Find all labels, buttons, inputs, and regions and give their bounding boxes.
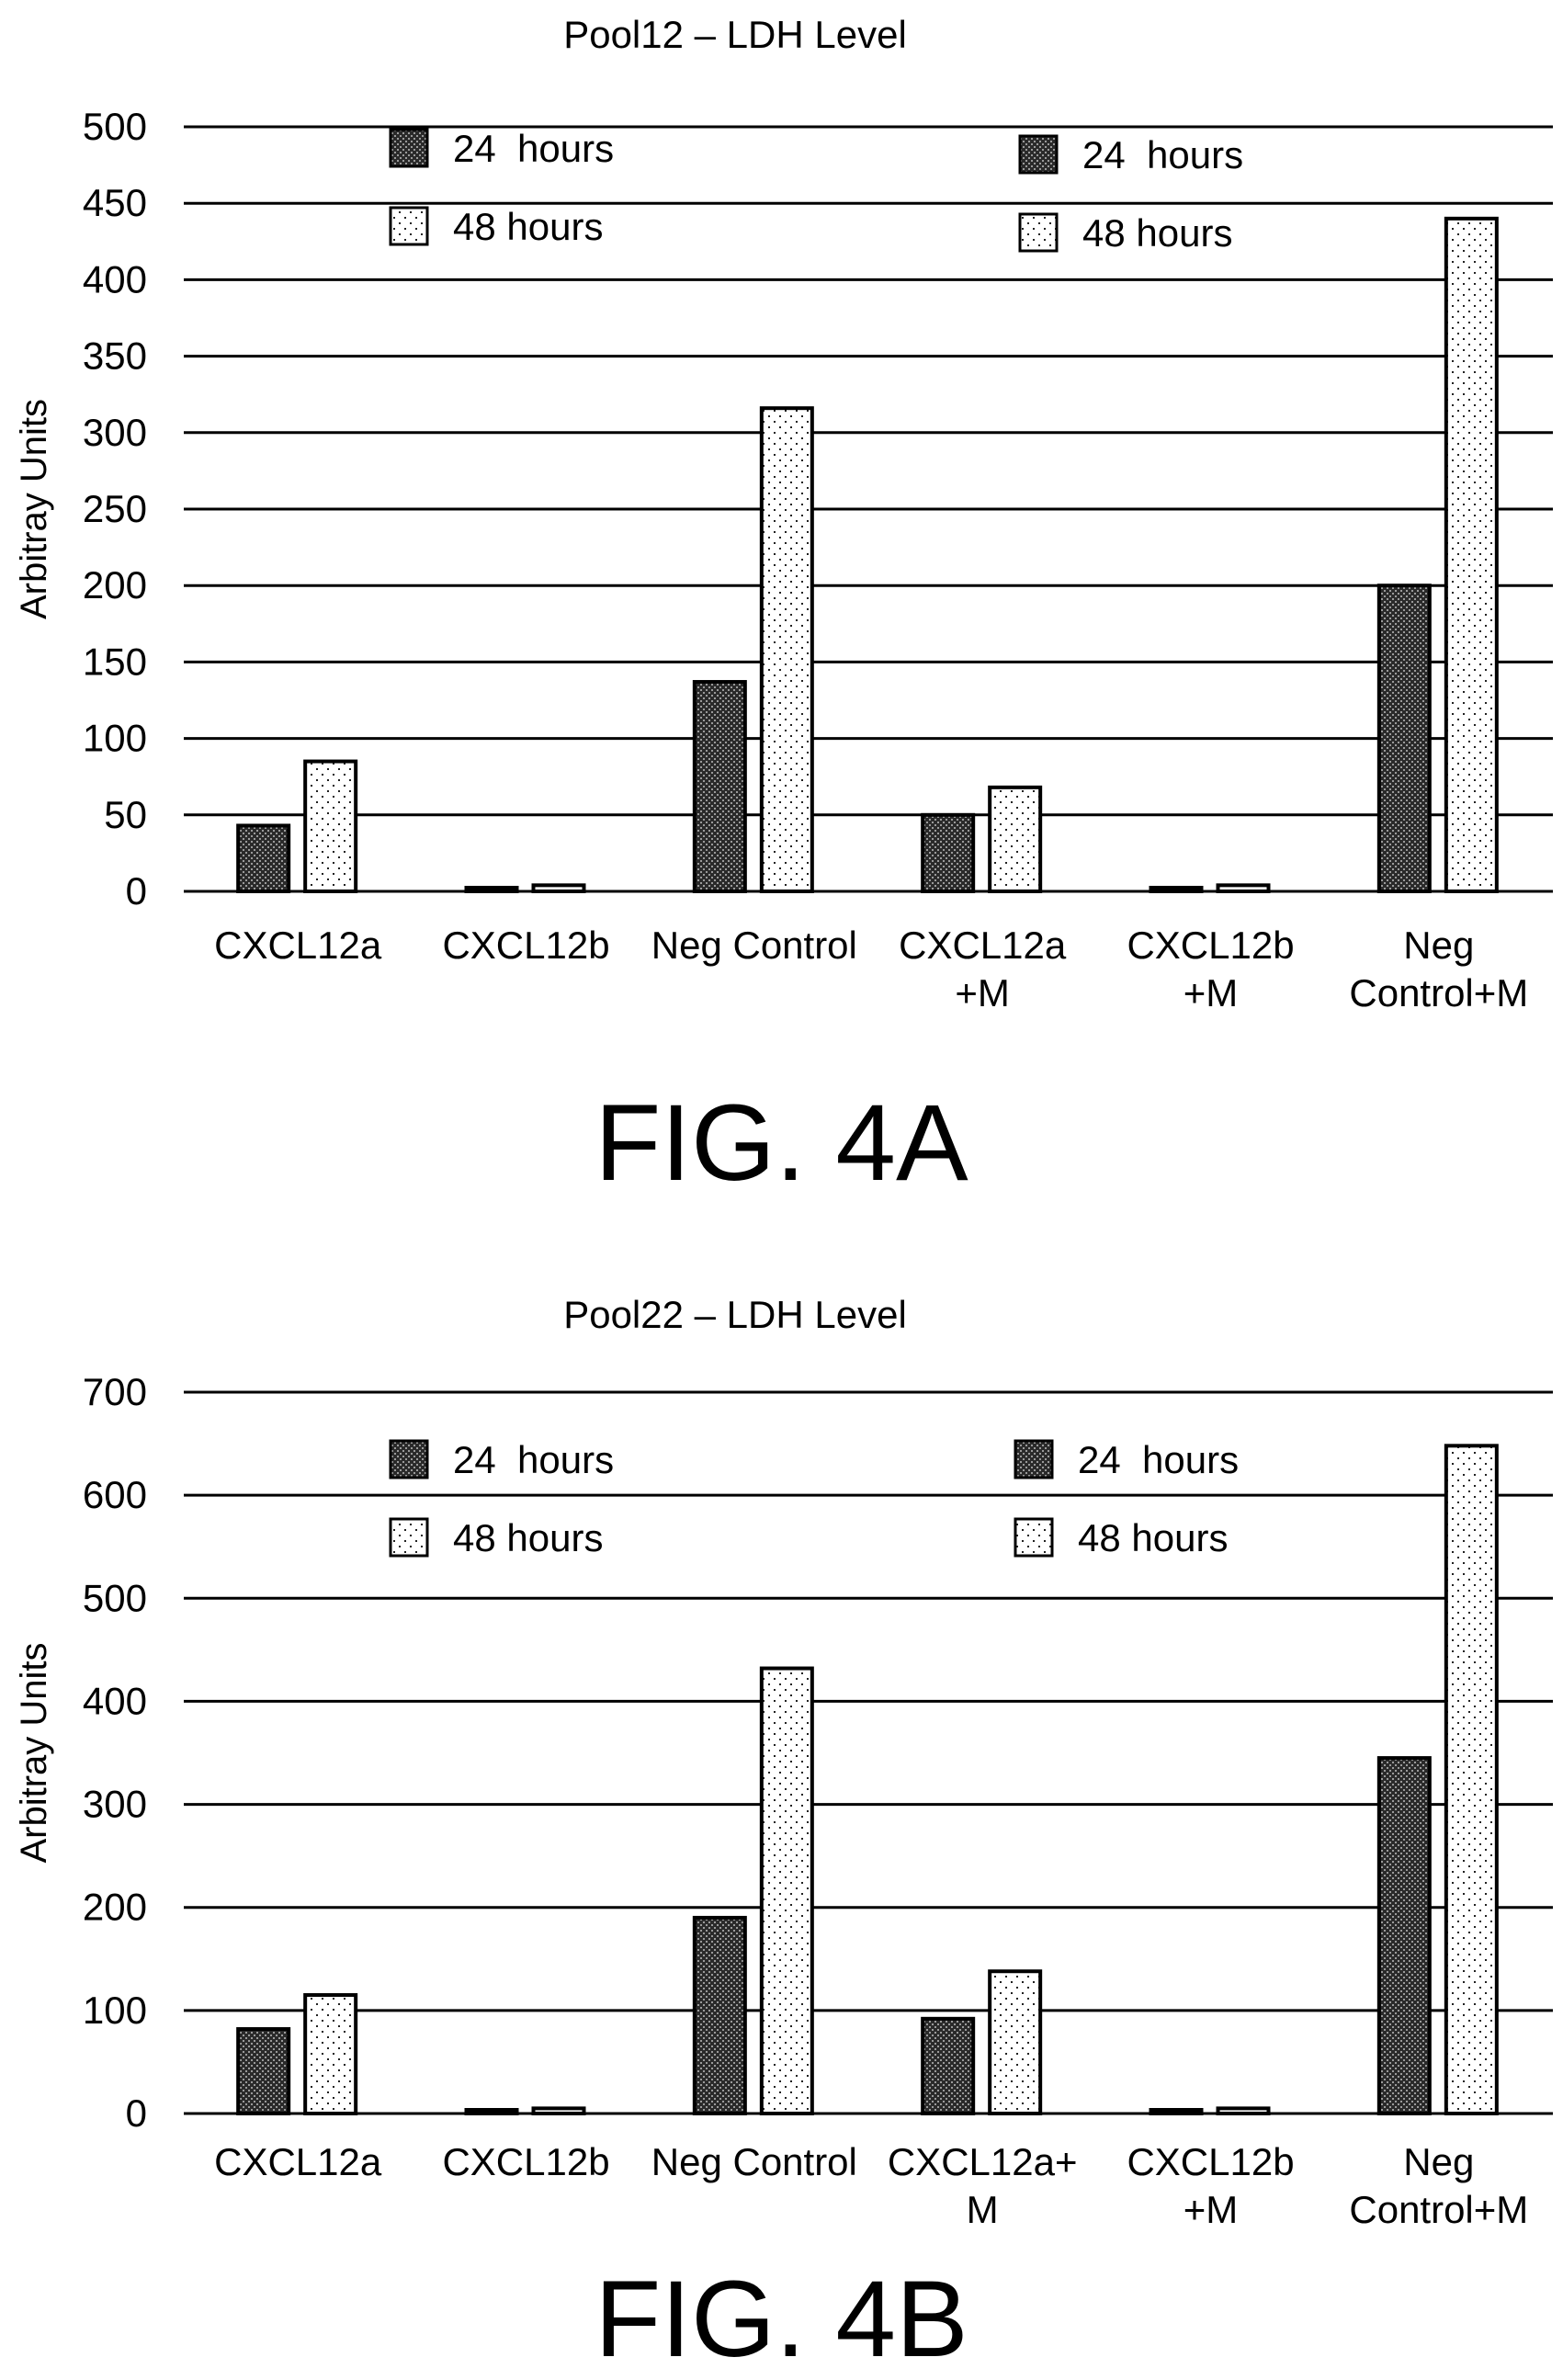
- bar: [921, 812, 976, 893]
- x-category-label: CXCL12a+: [888, 2140, 1078, 2183]
- legend-label: 48 hours: [453, 205, 603, 248]
- x-category-label: M: [967, 2188, 999, 2231]
- y-tick-label: 200: [83, 563, 147, 606]
- x-category-label: CXCL12b: [1127, 2140, 1294, 2183]
- bar: [1376, 1756, 1432, 2116]
- figure-label-4b: FIG. 4B: [595, 2259, 968, 2380]
- y-tick-label: 400: [83, 1679, 147, 1722]
- bar: [1149, 886, 1204, 893]
- legend-label: 48 hours: [1082, 211, 1232, 255]
- bar: [759, 406, 814, 893]
- legend-swatch: [389, 128, 429, 168]
- x-category-label: CXCL12a: [899, 924, 1067, 967]
- x-category-label: Control+M: [1349, 971, 1528, 1014]
- bar: [1149, 2108, 1204, 2115]
- x-category-label: +M: [955, 971, 1010, 1014]
- chart-pool12-ldh: Pool12 – LDH Level Arbitray Units 0 50 100 15…: [14, 13, 1553, 1014]
- x-category-label: Neg: [1403, 2140, 1474, 2183]
- bar: [303, 759, 358, 893]
- legend-swatch: [389, 206, 429, 246]
- bar: [464, 2108, 519, 2115]
- bar: [921, 2016, 976, 2116]
- x-category-label: CXCL12a: [214, 924, 382, 967]
- legend-swatch: [1014, 1439, 1054, 1479]
- bar: [1444, 216, 1499, 893]
- legend-swatch: [1014, 1517, 1054, 1558]
- legend-label: 24 hours: [453, 1438, 614, 1481]
- legend-label: 24 hours: [1082, 133, 1243, 176]
- chart-title: Pool12 – LDH Level: [563, 13, 907, 56]
- y-tick-label: 700: [83, 1370, 147, 1413]
- y-axis-label: Arbitray Units: [14, 399, 54, 619]
- legend-label: 24 hours: [453, 127, 614, 170]
- x-category-label: CXCL12b: [442, 2140, 609, 2183]
- y-tick-label: 600: [83, 1473, 147, 1516]
- y-tick-label: 500: [83, 1576, 147, 1619]
- legend-swatch: [389, 1439, 429, 1479]
- y-tick-label: 0: [126, 869, 147, 912]
- y-tick-label: 250: [83, 487, 147, 530]
- x-category-label: CXCL12a: [214, 2140, 382, 2183]
- x-category-label: Neg Control: [651, 2140, 857, 2183]
- y-tick-label: 200: [83, 1886, 147, 1929]
- bar: [531, 883, 586, 893]
- x-category-label: +M: [1184, 971, 1239, 1014]
- chart-title: Pool22 – LDH Level: [563, 1293, 907, 1336]
- bar: [692, 680, 747, 893]
- legend-label: 24 hours: [1078, 1438, 1239, 1481]
- bar: [531, 2106, 586, 2115]
- bar: [692, 1915, 747, 2115]
- legend-swatch: [1018, 212, 1059, 253]
- y-tick-label: 450: [83, 181, 147, 224]
- y-tick-label: 300: [83, 1783, 147, 1826]
- bar: [1376, 584, 1432, 893]
- bar: [1216, 2106, 1271, 2115]
- y-tick-label: 0: [126, 2091, 147, 2135]
- figure-label-4a: FIG. 4A: [595, 1082, 968, 1204]
- bar: [988, 1969, 1043, 2116]
- x-category-label: Neg Control: [651, 924, 857, 967]
- y-tick-label: 100: [83, 717, 147, 760]
- legend-label: 48 hours: [1078, 1516, 1228, 1559]
- x-category-label: CXCL12b: [1127, 924, 1294, 967]
- bar: [759, 1666, 814, 2115]
- chart-pool22-ldh: Pool22 – LDH Level Arbitray Units 0 100 200 3…: [14, 1293, 1553, 2231]
- legend-label: 48 hours: [453, 1516, 603, 1559]
- bar: [236, 2027, 291, 2116]
- y-tick-label: 350: [83, 334, 147, 378]
- y-tick-label: 400: [83, 257, 147, 300]
- x-category-label: Neg: [1403, 924, 1474, 967]
- bar: [464, 886, 519, 893]
- y-tick-label: 500: [83, 105, 147, 148]
- y-tick-label: 150: [83, 640, 147, 683]
- bar: [303, 1993, 358, 2115]
- y-tick-label: 50: [104, 793, 147, 836]
- y-tick-label: 100: [83, 1989, 147, 2032]
- y-axis-label: Arbitray Units: [14, 1642, 54, 1863]
- y-tick-label: 300: [83, 411, 147, 454]
- bar: [988, 785, 1043, 894]
- x-category-label: +M: [1184, 2188, 1239, 2231]
- legend-swatch: [1018, 134, 1059, 175]
- x-category-label: CXCL12b: [442, 924, 609, 967]
- legend-swatch: [389, 1517, 429, 1558]
- x-category-label: Control+M: [1349, 2188, 1528, 2231]
- bar: [1444, 1444, 1499, 2116]
- bar: [1216, 883, 1271, 893]
- bar: [236, 823, 291, 893]
